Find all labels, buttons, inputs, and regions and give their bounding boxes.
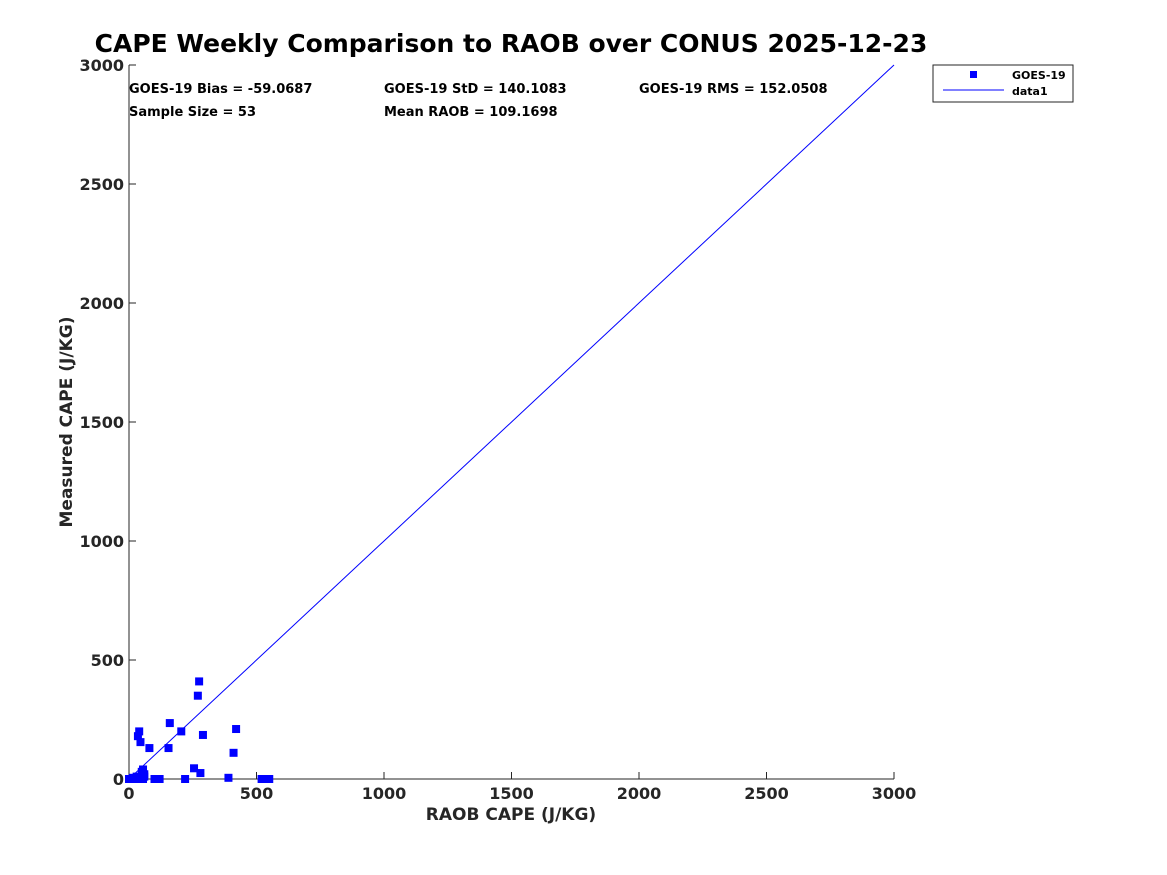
data-point <box>198 730 207 739</box>
y-tick-label: 0 <box>113 770 124 789</box>
data-point <box>196 769 205 778</box>
data-point <box>164 744 173 753</box>
legend-label-data1: data1 <box>1012 85 1048 98</box>
data-point <box>150 775 159 783</box>
data-point <box>145 744 154 753</box>
legend: GOES-19 data1 <box>932 64 1074 103</box>
y-tick-label: 2000 <box>79 294 124 313</box>
x-tick-label: 0 <box>123 784 134 803</box>
x-tick-label: 3000 <box>872 784 917 803</box>
data-point <box>136 738 145 747</box>
stat-bias: GOES-19 Bias = -59.0687 <box>129 82 312 97</box>
data-point <box>137 767 146 776</box>
y-axis-label: Measured CAPE (J/KG) <box>57 317 77 528</box>
x-ticks: 0 500 1000 1500 2000 2500 3000 <box>123 772 916 803</box>
data-point <box>165 719 174 728</box>
legend-box <box>932 64 1074 103</box>
x-tick-label: 1000 <box>362 784 407 803</box>
y-tick-label: 1000 <box>79 532 124 551</box>
data-point <box>135 727 144 736</box>
x-tick-label: 1500 <box>489 784 534 803</box>
y-tick-label: 3000 <box>79 56 124 75</box>
chart-title: CAPE Weekly Comparison to RAOB over CONU… <box>95 29 928 58</box>
series-data1-line <box>128 64 895 780</box>
stat-mean-raob: Mean RAOB = 109.1698 <box>384 105 558 120</box>
y-ticks: 0 500 1000 1500 2000 2500 3000 <box>79 56 136 789</box>
x-axis-label: RAOB CAPE (J/KG) <box>426 805 596 825</box>
data-point <box>133 732 142 741</box>
series-goes19-points <box>125 677 274 783</box>
y-tick-label: 1500 <box>79 413 124 432</box>
stat-std: GOES-19 StD = 140.1083 <box>384 82 567 97</box>
data-point <box>232 725 241 734</box>
data-point <box>265 775 274 783</box>
data-point <box>229 748 238 757</box>
x-tick-label: 2000 <box>617 784 662 803</box>
data-point <box>181 775 190 783</box>
y-tick-label: 2500 <box>79 175 124 194</box>
legend-marker-goes19 <box>970 71 977 78</box>
stat-sample-size: Sample Size = 53 <box>129 105 256 120</box>
y-tick-label: 500 <box>91 651 124 670</box>
data-point <box>190 764 199 773</box>
data-point <box>193 691 202 700</box>
x-tick-label: 2500 <box>744 784 789 803</box>
data-point <box>155 775 164 783</box>
data-point <box>195 677 204 686</box>
x-tick-label: 500 <box>240 784 273 803</box>
data-point <box>224 773 233 782</box>
data-point <box>177 727 186 736</box>
legend-label-goes19: GOES-19 <box>1012 69 1066 82</box>
stat-rms: GOES-19 RMS = 152.0508 <box>639 82 828 97</box>
